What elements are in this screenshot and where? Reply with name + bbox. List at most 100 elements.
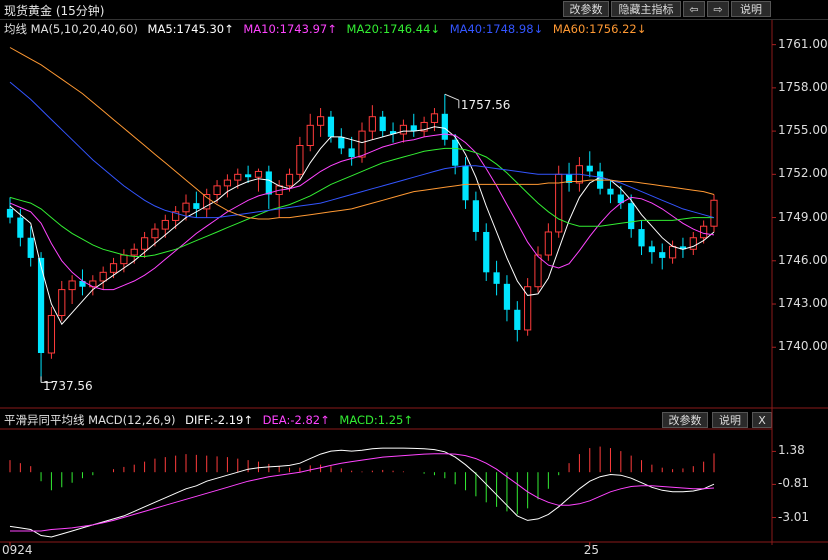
candle — [586, 151, 593, 178]
candle — [265, 165, 272, 209]
candle — [617, 185, 624, 209]
candle — [193, 191, 200, 218]
candle — [245, 165, 252, 183]
candle — [172, 206, 180, 230]
macd-y-tick-label: -3.01 — [778, 509, 810, 524]
candle — [689, 231, 697, 256]
macd-y-tick-label: -0.81 — [778, 476, 810, 491]
candle — [534, 246, 542, 293]
y-tick-label: 1758.00 — [778, 79, 828, 94]
arrow-right-icon[interactable]: ⇨ — [707, 1, 729, 17]
candle — [203, 188, 211, 218]
candle — [338, 128, 345, 155]
y-tick-label: 1746.00 — [778, 252, 828, 267]
y-tick-label: 1752.00 — [778, 166, 828, 181]
candle — [544, 223, 552, 261]
ma60-value: MA60:1756.22↓ — [552, 22, 647, 36]
candle — [223, 174, 232, 198]
ma10-line — [9, 133, 715, 291]
help-button[interactable]: 说明 — [731, 1, 771, 17]
diff-value: DIFF:-2.19↑ — [185, 413, 254, 427]
candle — [27, 226, 34, 267]
candle — [296, 136, 304, 181]
macd-change-params-button[interactable]: 改参数 — [662, 412, 708, 428]
candle — [327, 110, 335, 143]
candle — [316, 108, 325, 137]
candle — [628, 194, 635, 238]
candle — [368, 105, 376, 140]
candle — [503, 275, 511, 322]
ma-legend: 均线 MA(5,10,20,40,60) MA5:1745.30↑ MA10:1… — [4, 21, 652, 37]
candle — [79, 269, 86, 296]
macd-y-tick-label: 1.38 — [778, 443, 805, 458]
low-price-label: 1737.56 — [43, 379, 93, 394]
candle — [306, 113, 314, 152]
candle — [68, 275, 76, 305]
ma5-line — [9, 126, 715, 326]
ma5-value: MA5:1745.30↑ — [147, 22, 234, 36]
candle — [151, 223, 159, 247]
candle — [161, 214, 169, 238]
candle — [659, 243, 666, 270]
candle — [285, 168, 294, 192]
candle — [389, 122, 397, 143]
macd-value: MACD:1.25↑ — [339, 413, 413, 427]
candle — [420, 116, 428, 137]
candle — [441, 94, 448, 146]
candle — [379, 110, 386, 137]
candle — [524, 278, 532, 336]
candle — [37, 252, 45, 383]
candle — [607, 180, 614, 204]
candle — [99, 266, 107, 290]
candle — [348, 136, 355, 166]
candle — [648, 240, 655, 264]
ma-legend-label: 均线 MA(5,10,20,40,60) — [4, 22, 138, 36]
ma60-line — [9, 47, 715, 220]
candle — [472, 191, 479, 241]
dea-line — [10, 453, 715, 532]
x-tick-label: 25 — [583, 543, 600, 557]
top-bar: 现货黄金 (15分钟) 改参数 隐藏主指标 ⇦ ⇨ 说明 — [0, 0, 828, 20]
ma20-line — [9, 147, 714, 257]
diff-line — [9, 447, 715, 538]
candle — [462, 157, 469, 209]
candle — [410, 113, 417, 137]
y-tick-label: 1740.00 — [778, 339, 828, 354]
macd-legend-label: 平滑异同平均线 MACD(12,26,9) — [4, 413, 176, 427]
high-price-label: 1757.56 — [460, 98, 511, 113]
macd-help-button[interactable]: 说明 — [712, 412, 748, 428]
ma40-value: MA40:1748.98↓ — [449, 22, 544, 36]
candle — [679, 237, 687, 258]
y-tick-label: 1761.00 — [778, 36, 828, 51]
y-tick-label: 1749.00 — [778, 209, 828, 224]
change-params-button[interactable]: 改参数 — [563, 1, 609, 17]
ma20-value: MA20:1746.44↓ — [346, 22, 441, 36]
candle — [254, 168, 263, 192]
candle — [565, 162, 573, 192]
y-tick-label: 1743.00 — [778, 296, 828, 311]
ma40-line — [9, 81, 715, 219]
low-annotation — [40, 376, 54, 383]
candle — [483, 223, 490, 281]
chart-title: 现货黄金 (15分钟) — [4, 4, 105, 18]
macd-legend: 平滑异同平均线 MACD(12,26,9) DIFF:-2.19↑ DEA:-2… — [4, 412, 419, 428]
candle — [638, 220, 645, 256]
high-annotation — [444, 93, 460, 109]
candle — [140, 231, 149, 258]
candle — [6, 197, 14, 224]
y-tick-label: 1755.00 — [778, 123, 828, 138]
candle — [514, 301, 521, 342]
candle — [120, 249, 128, 273]
candle — [555, 165, 563, 238]
arrow-left-icon[interactable]: ⇦ — [683, 1, 705, 17]
candle — [493, 260, 500, 296]
candle — [710, 194, 718, 232]
hide-main-indicator-button[interactable]: 隐藏主指标 — [611, 1, 681, 17]
candle — [47, 306, 56, 359]
candle — [58, 280, 66, 322]
dea-value: DEA:-2.82↑ — [262, 413, 330, 427]
x-tick-label: 0924 — [2, 543, 33, 557]
candle — [213, 180, 221, 204]
ma10-value: MA10:1743.97↑ — [243, 22, 337, 36]
